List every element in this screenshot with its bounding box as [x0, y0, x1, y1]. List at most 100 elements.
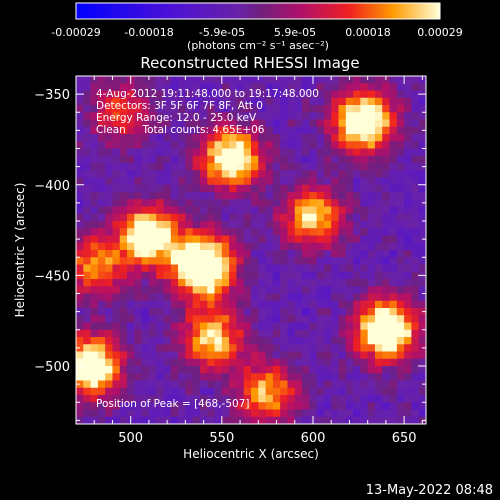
heatmap-cell	[97, 416, 106, 424]
heatmap-cell	[76, 119, 84, 128]
heatmap-cell	[199, 271, 208, 280]
heatmap-cell	[367, 358, 376, 367]
heatmap-cell	[170, 177, 179, 186]
heatmap-cell	[345, 112, 354, 121]
heatmap-cell	[105, 300, 114, 309]
heatmap-cell	[207, 76, 216, 84]
heatmap-cell	[192, 293, 201, 302]
heatmap-cell	[83, 322, 92, 331]
heatmap-cell	[90, 235, 99, 244]
heatmap-cell	[309, 308, 318, 316]
heatmap-cell	[90, 170, 99, 179]
heatmap-cell	[382, 242, 391, 251]
heatmap-cell	[396, 192, 405, 200]
heatmap-cell	[360, 395, 369, 403]
heatmap-cell	[112, 235, 121, 244]
heatmap-cell	[389, 90, 398, 99]
heatmap-cell	[127, 373, 135, 382]
heatmap-cell	[83, 206, 92, 215]
heatmap-cell	[134, 134, 143, 142]
heatmap-cell	[272, 279, 281, 287]
heatmap-cell	[221, 76, 230, 84]
heatmap-cell	[323, 141, 332, 150]
heatmap-cell	[272, 395, 281, 403]
heatmap-cell	[170, 366, 179, 374]
heatmap-cell	[148, 344, 157, 353]
heatmap-cell	[119, 148, 128, 157]
heatmap-cell	[229, 409, 238, 418]
heatmap-cell	[367, 300, 376, 309]
heatmap-cell	[265, 322, 274, 331]
heatmap-cell	[418, 395, 426, 403]
heatmap-cell	[105, 242, 114, 251]
heatmap-cell	[178, 286, 186, 295]
heatmap-cell	[112, 271, 121, 280]
heatmap-cell	[360, 235, 369, 244]
heatmap-cell	[97, 235, 106, 244]
heatmap-cell	[178, 395, 186, 403]
heatmap-cell	[258, 105, 267, 113]
heatmap-cell	[221, 344, 230, 353]
heatmap-cell	[207, 199, 216, 208]
heatmap-cell	[148, 409, 157, 418]
heatmap-cell	[156, 279, 165, 287]
heatmap-cell	[214, 416, 223, 424]
heatmap-cell	[316, 286, 325, 295]
heatmap-cell	[367, 315, 376, 324]
heatmap-cell	[163, 90, 172, 99]
heatmap-cell	[360, 199, 369, 208]
heatmap-cell	[389, 184, 398, 193]
heatmap-cell	[214, 90, 223, 99]
heatmap-cell	[404, 184, 413, 193]
heatmap-cell	[287, 177, 296, 186]
heatmap-cell	[309, 322, 318, 331]
heatmap-cell	[185, 264, 194, 273]
heatmap-cell	[367, 97, 376, 106]
heatmap-cell	[265, 105, 274, 113]
heatmap-cell	[199, 329, 208, 338]
heatmap-cell	[258, 300, 267, 309]
heatmap-cell	[323, 177, 332, 186]
heatmap-cell	[192, 148, 201, 157]
heatmap-cell	[265, 257, 274, 266]
heatmap-cell	[229, 221, 238, 229]
heatmap-cell	[302, 308, 310, 316]
heatmap-cell	[294, 213, 303, 222]
heatmap-cell	[236, 250, 245, 258]
heatmap-cell	[280, 387, 289, 396]
heatmap-cell	[353, 279, 361, 287]
heatmap-cell	[141, 170, 150, 179]
heatmap-cell	[316, 206, 325, 215]
heatmap-cell	[389, 409, 398, 418]
heatmap-cell	[134, 83, 143, 92]
heatmap-cell	[178, 235, 186, 244]
heatmap-cell	[112, 119, 121, 128]
heatmap-cell	[199, 170, 208, 179]
heatmap-cell	[280, 395, 289, 403]
heatmap-cell	[396, 329, 405, 338]
heatmap-cell	[404, 315, 413, 324]
heatmap-cell	[97, 148, 106, 157]
heatmap-cell	[105, 351, 114, 360]
heatmap-cell	[367, 221, 376, 229]
heatmap-cell	[119, 409, 128, 418]
heatmap-cell	[280, 286, 289, 295]
heatmap-cell	[134, 126, 143, 135]
heatmap-cell	[265, 351, 274, 360]
heatmap-cell	[360, 155, 369, 164]
heatmap-cell	[345, 366, 354, 374]
heatmap-cell	[411, 344, 420, 353]
heatmap-cell	[148, 141, 157, 150]
heatmap-cell	[418, 358, 426, 367]
y-axis-label: Heliocentric Y (arcsec)	[13, 183, 27, 318]
heatmap-cell	[97, 279, 106, 287]
heatmap-cell	[236, 228, 245, 237]
heatmap-cell	[294, 351, 303, 360]
heatmap-cell	[374, 329, 383, 338]
heatmap-cell	[331, 177, 340, 186]
heatmap-cell	[360, 300, 369, 309]
heatmap-cell	[170, 221, 179, 229]
heatmap-cell	[294, 83, 303, 92]
heatmap-cell	[316, 380, 325, 389]
heatmap-cell	[302, 351, 310, 360]
